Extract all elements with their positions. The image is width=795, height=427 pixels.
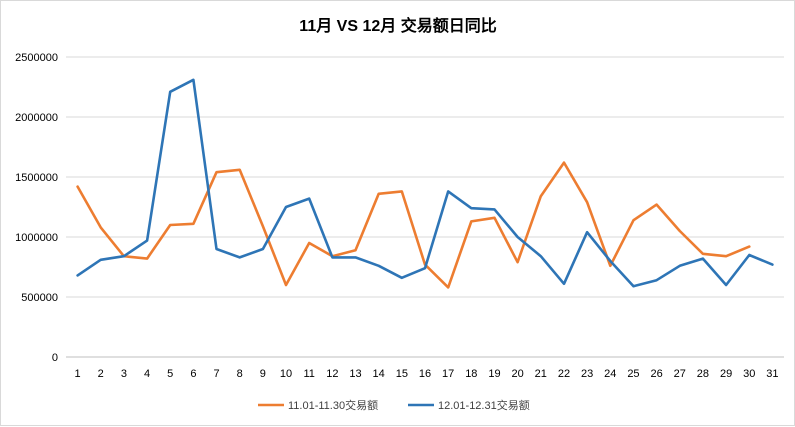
y-tick-label: 1500000 xyxy=(15,172,58,184)
x-tick-label: 17 xyxy=(442,368,454,380)
x-tick-label: 4 xyxy=(144,368,150,380)
x-tick-label: 30 xyxy=(743,368,755,380)
x-tick-label: 5 xyxy=(167,368,173,380)
x-tick-label: 10 xyxy=(280,368,292,380)
y-tick-label: 500000 xyxy=(21,292,58,304)
x-tick-label: 2 xyxy=(98,368,104,380)
x-tick-label: 15 xyxy=(396,368,408,380)
x-tick-label: 11 xyxy=(303,368,314,380)
x-tick-label: 25 xyxy=(627,368,639,380)
x-tick-label: 31 xyxy=(766,368,778,380)
x-tick-label: 7 xyxy=(213,368,219,380)
series-lines xyxy=(76,78,774,289)
x-tick-label: 20 xyxy=(512,368,524,380)
x-tick-label: 12 xyxy=(326,368,338,380)
x-tick-label: 19 xyxy=(488,368,500,380)
x-tick-label: 24 xyxy=(604,368,616,380)
y-tick-label: 0 xyxy=(52,352,58,364)
x-tick-label: 23 xyxy=(581,368,593,380)
legend-label-2: 12.01-12.31交易额 xyxy=(438,398,530,412)
y-tick-label: 2000000 xyxy=(15,112,58,124)
x-tick-label: 27 xyxy=(674,368,686,380)
x-tick-label: 21 xyxy=(535,368,547,380)
x-tick-label: 1 xyxy=(75,368,81,380)
x-tick-label: 22 xyxy=(558,368,570,380)
x-tick-label: 3 xyxy=(121,368,127,380)
x-tick-label: 14 xyxy=(373,368,385,380)
legend-label-1: 11.01-11.30交易额 xyxy=(288,398,378,412)
x-tick-label: 28 xyxy=(697,368,709,380)
series-line-1 xyxy=(76,161,751,289)
x-tick-label: 9 xyxy=(260,368,266,380)
y-tick-label: 1000000 xyxy=(15,232,58,244)
x-tick-label: 18 xyxy=(465,368,477,380)
x-tick-label: 29 xyxy=(720,368,732,380)
x-tick-label: 13 xyxy=(349,368,361,380)
legend: 11.01-11.30交易额 12.01-12.31交易额 xyxy=(258,398,530,412)
x-tick-label: 6 xyxy=(190,368,196,380)
x-tick-label: 26 xyxy=(650,368,662,380)
chart-title: 11月 VS 12月 交易额日同比 xyxy=(299,16,496,35)
y-tick-label: 2500000 xyxy=(15,52,58,64)
series-line-2 xyxy=(76,78,774,288)
x-tick-label: 8 xyxy=(237,368,243,380)
x-tick-label: 16 xyxy=(419,368,431,380)
gridlines xyxy=(66,56,784,298)
